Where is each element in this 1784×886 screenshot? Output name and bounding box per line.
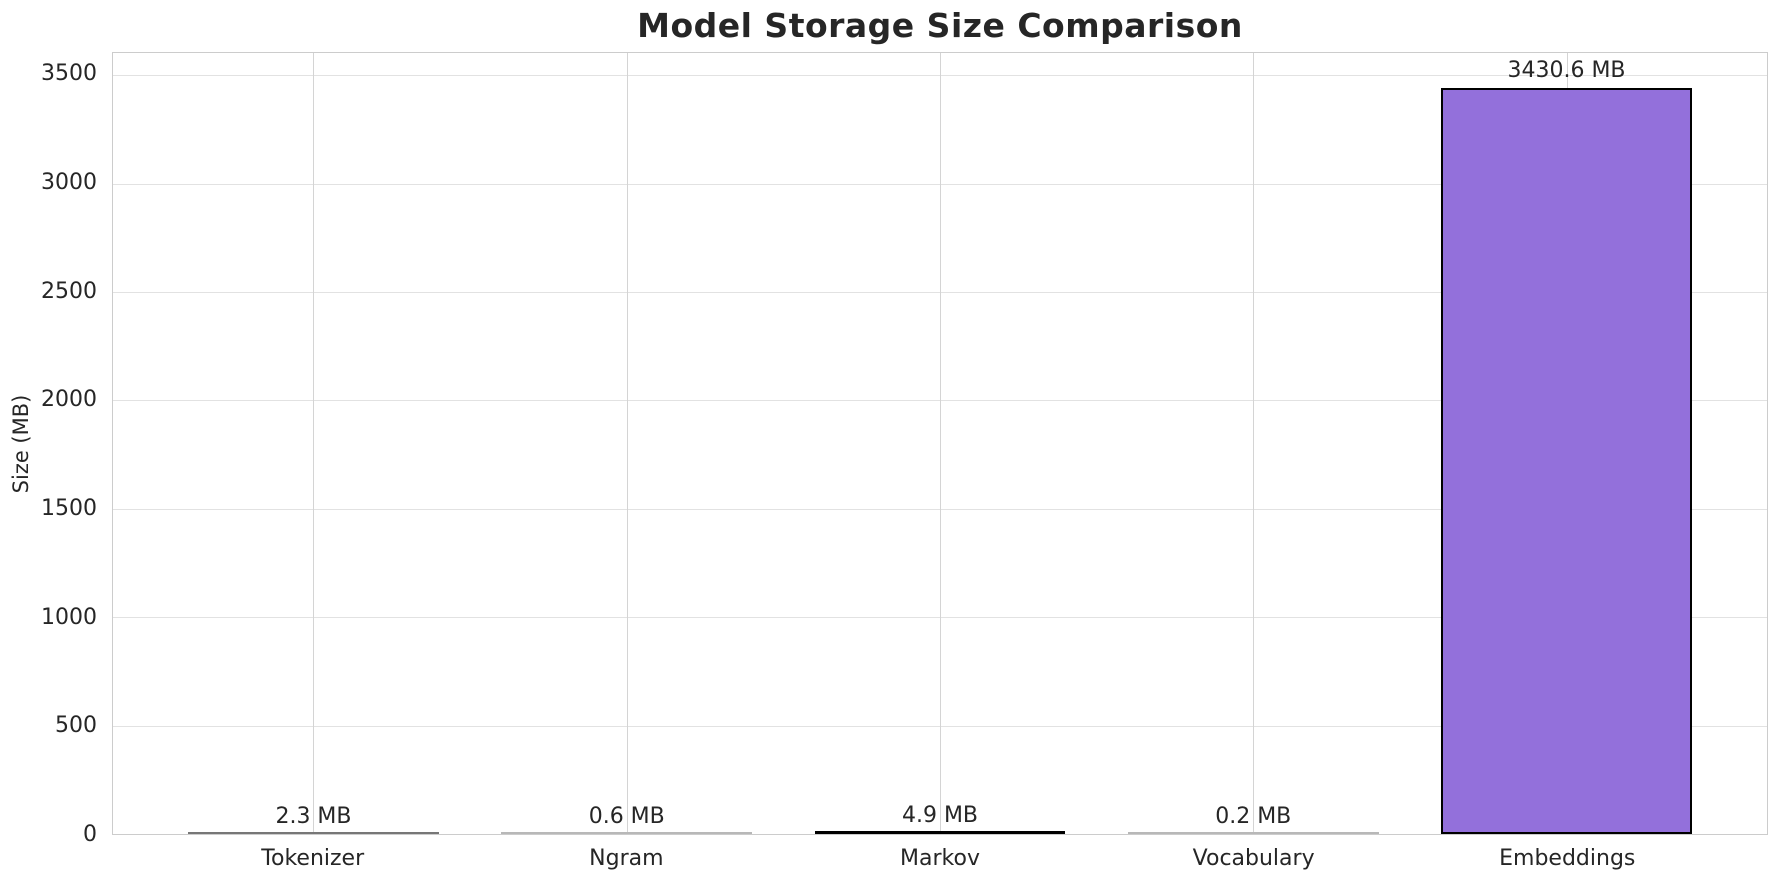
x-axis-tick-labels: Tokenizer Ngram Markov Vocabulary Embeddings [112,846,1768,878]
x-tick-label-vocabulary: Vocabulary [1192,846,1315,871]
bar-value-label: 0.2 MB [1215,803,1292,829]
y-axis-tick-labels: 0 500 1000 1500 2000 2500 3000 3500 [0,52,97,847]
y-tick-label: 1500 [41,495,97,521]
y-tick-label: 3000 [41,169,97,195]
gridline-x-markov [940,53,941,834]
gridline-x-ngram [626,53,628,834]
bar-tokenizer [188,832,439,834]
bar-embeddings [1441,88,1692,834]
y-tick-label: 3500 [41,61,97,87]
bar-value-label: 0.6 MB [588,803,665,829]
bar-value-label: 2.3 MB [275,803,352,829]
y-tick-label: 2500 [41,278,97,304]
y-tick-label: 0 [83,822,97,847]
x-tick-label-tokenizer: Tokenizer [261,846,365,871]
gridline-x-tokenizer [313,53,315,834]
y-tick-label: 2000 [41,387,97,413]
gridline-x-vocabulary [1253,53,1255,834]
y-tick-label: 1000 [41,604,97,630]
plot-area: 2.3 MB 0.6 MB 4.9 MB 0.2 MB 3430.6 MB [112,52,1768,835]
bar-value-label: 3430.6 MB [1507,58,1626,84]
x-tick-label-markov: Markov [900,846,980,871]
bar-value-label: 4.9 MB [901,802,979,828]
bar-markov [814,831,1066,834]
bar-ngram [501,832,753,834]
y-tick-label: 500 [55,713,97,739]
x-tick-label-embeddings: Embeddings [1499,846,1636,871]
x-tick-label-ngram: Ngram [589,846,664,871]
bar-vocabulary [1127,832,1379,834]
chart-title: Model Storage Size Comparison [637,6,1243,45]
